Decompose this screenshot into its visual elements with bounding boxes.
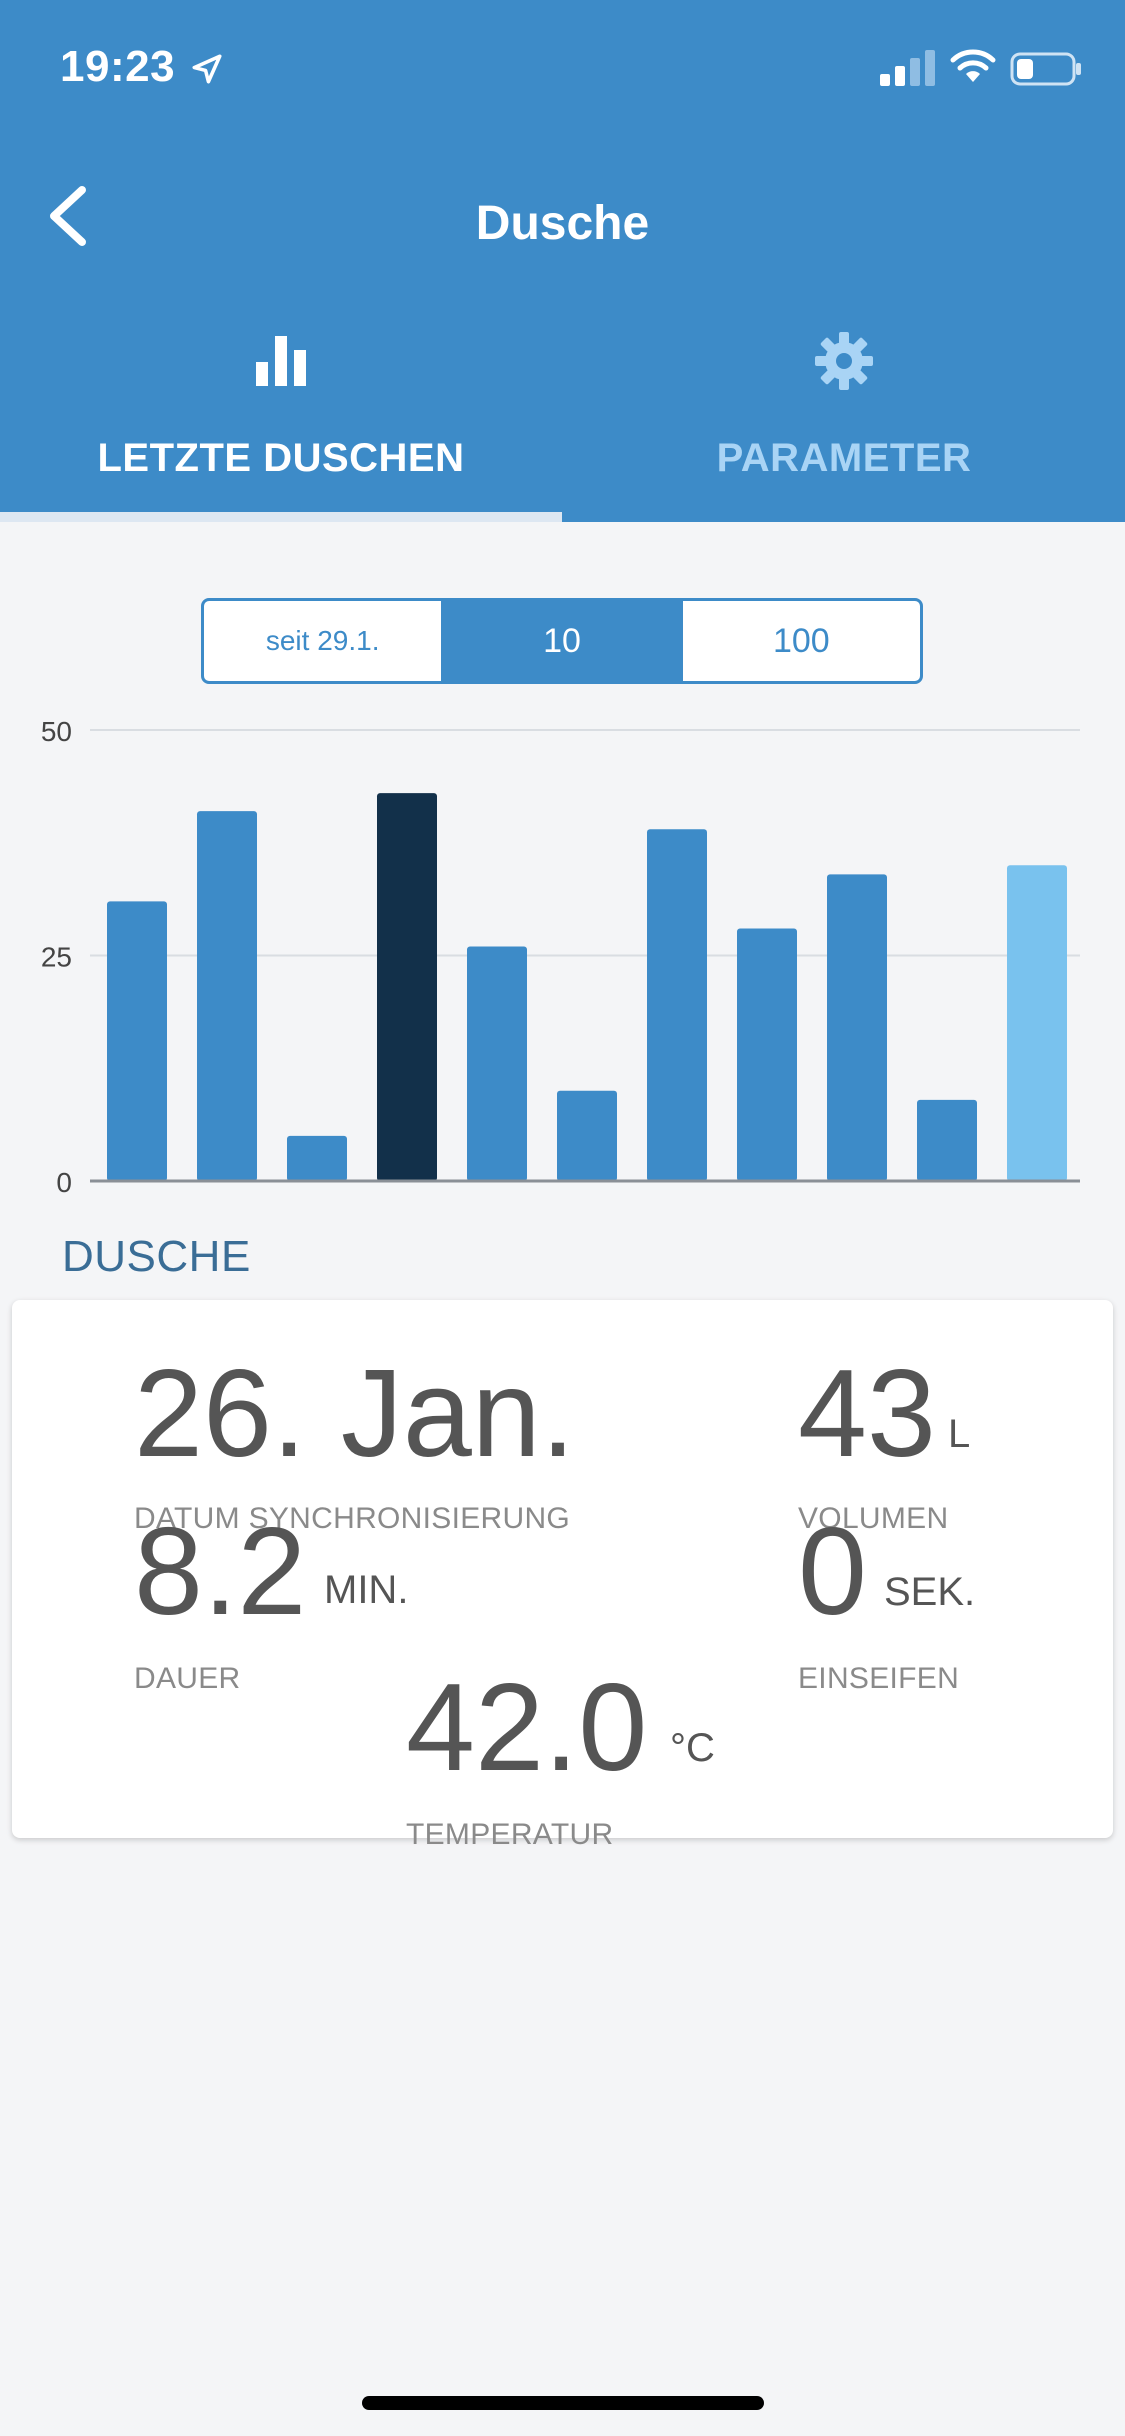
gear-icon bbox=[815, 332, 873, 390]
chart-bar[interactable] bbox=[467, 946, 527, 1181]
soaping-unit: SEK. bbox=[884, 1570, 976, 1614]
chart-bar[interactable] bbox=[647, 829, 707, 1181]
chart-bar[interactable] bbox=[287, 1135, 347, 1181]
range-segmented-control: seit 29.1. 10 100 bbox=[201, 598, 923, 684]
tab-letzte-duschen[interactable]: LETZTE DUSCHEN bbox=[0, 330, 562, 522]
volume-label: VOLUMEN bbox=[798, 1502, 949, 1535]
chart-bar[interactable] bbox=[1007, 865, 1067, 1181]
temperature-value: 42.0 bbox=[406, 1659, 648, 1797]
back-button[interactable] bbox=[40, 180, 100, 252]
y-tick-label: 0 bbox=[56, 1167, 72, 1198]
date-label: DATUM SYNCHRONISIERUNG bbox=[134, 1502, 571, 1535]
temperature-label: TEMPERATUR bbox=[406, 1818, 614, 1851]
soaping-label: EINSEIFEN bbox=[798, 1662, 960, 1695]
cellular-signal-icon bbox=[880, 50, 935, 86]
page-title: Dusche bbox=[475, 197, 650, 250]
tab-parameter[interactable]: PARAMETER bbox=[563, 330, 1125, 522]
chart-bar[interactable] bbox=[557, 1090, 617, 1181]
shower-bar-chart: 0 25 50 bbox=[41, 716, 1080, 1198]
home-indicator bbox=[362, 2396, 764, 2410]
chart-bar[interactable] bbox=[377, 793, 437, 1181]
segment-since-date[interactable]: seit 29.1. bbox=[265, 625, 380, 656]
soaping-value: 0 bbox=[798, 1503, 867, 1641]
duration-label: DAUER bbox=[134, 1662, 241, 1695]
date-value: 26. Jan. bbox=[134, 1345, 576, 1483]
volume-value: 43 bbox=[798, 1345, 936, 1483]
segment-10[interactable]: 10 bbox=[441, 601, 681, 681]
volume-unit: L bbox=[948, 1412, 971, 1456]
status-time: 19:23 bbox=[60, 42, 176, 91]
section-title: DUSCHE bbox=[62, 1232, 251, 1281]
chart-bar[interactable] bbox=[107, 901, 167, 1181]
y-tick-label: 25 bbox=[41, 942, 72, 973]
temperature-unit: °C bbox=[670, 1726, 715, 1770]
tab-label: LETZTE DUSCHEN bbox=[97, 436, 465, 480]
chart-bar[interactable] bbox=[197, 811, 257, 1181]
header: 19:23 Dusche bbox=[0, 0, 1125, 522]
tab-label: PARAMETER bbox=[716, 436, 972, 480]
shower-details-card: 26. Jan. DATUM SYNCHRONISIERUNG 43 L VOL… bbox=[12, 1300, 1113, 1850]
chart-bar[interactable] bbox=[917, 1099, 977, 1181]
y-tick-label: 50 bbox=[41, 716, 72, 747]
battery-icon bbox=[1010, 52, 1081, 86]
bar-chart-icon bbox=[256, 336, 306, 386]
tab-indicator bbox=[0, 512, 562, 522]
chart-bar[interactable] bbox=[737, 928, 797, 1181]
duration-unit: MIN. bbox=[324, 1568, 409, 1612]
chart-bar[interactable] bbox=[827, 874, 887, 1181]
segment-100[interactable]: 100 bbox=[680, 601, 920, 681]
wifi-icon bbox=[950, 49, 996, 82]
duration-value: 8.2 bbox=[134, 1503, 307, 1641]
location-arrow-icon bbox=[192, 54, 222, 84]
